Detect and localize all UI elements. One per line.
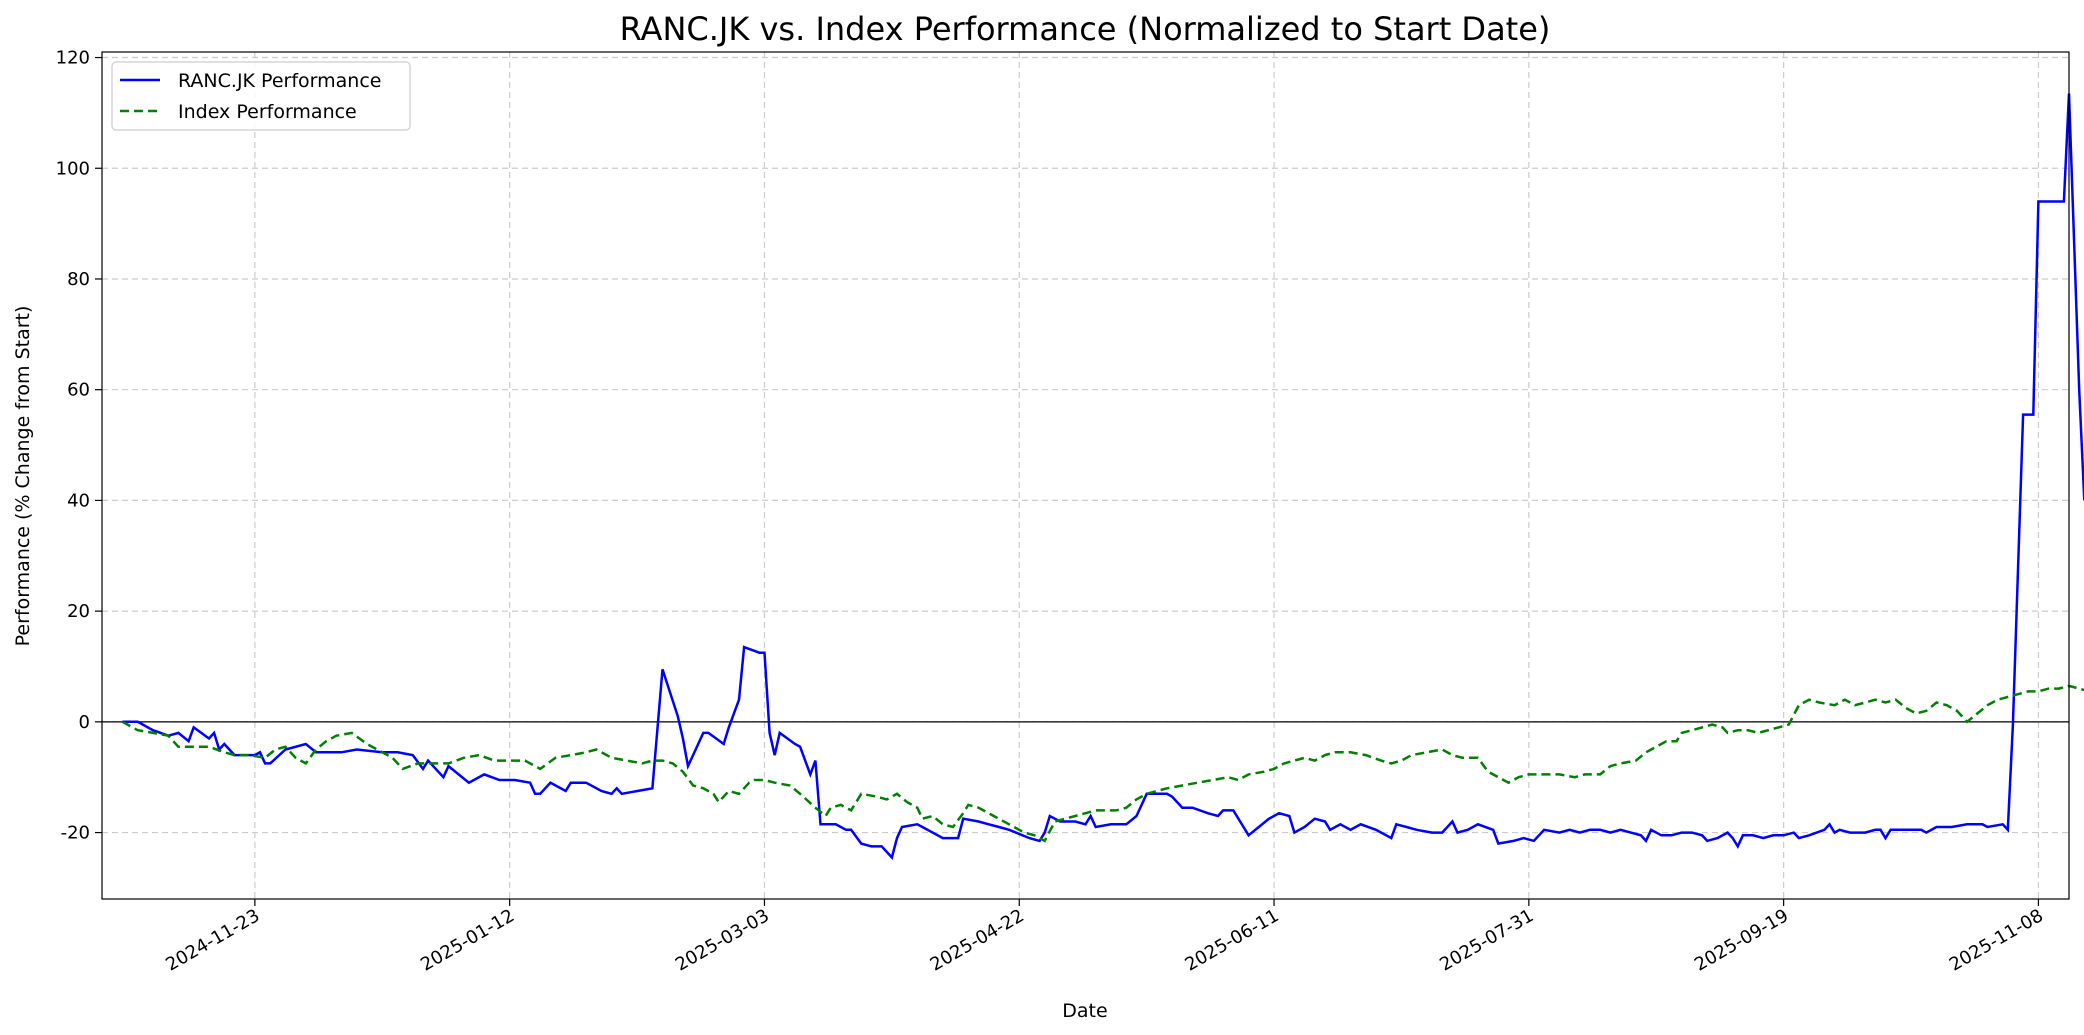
series-line-ranc <box>122 93 2084 861</box>
y-axis-ticks: -20 0 20 40 60 80 100 120 <box>56 48 102 844</box>
series-line-index <box>121 684 2084 843</box>
x-axis-label: Date <box>1062 1000 1107 1022</box>
y-axis-label: Performance (% Change from Start) <box>12 306 34 647</box>
series-lines <box>121 93 2084 861</box>
legend-label-ranc: RANC.JK Performance <box>178 70 381 92</box>
y-tick-label: 80 <box>67 269 90 290</box>
y-tick-label: 120 <box>56 48 90 69</box>
y-tick-label: 0 <box>79 712 90 733</box>
y-tick-label: 60 <box>67 380 90 401</box>
legend-box <box>111 61 411 131</box>
plot-area-frame <box>101 51 2070 900</box>
chart-title: RANC.JK vs. Index Performance (Normalize… <box>620 10 1551 48</box>
y-tick-label: 100 <box>56 158 90 179</box>
y-tick-label: 20 <box>67 601 90 622</box>
legend-label-index: Index Performance <box>178 101 357 123</box>
y-tick-label: 40 <box>67 490 90 511</box>
legend: RANC.JK Performance Index Performance <box>111 61 411 131</box>
y-tick-label: -20 <box>61 823 90 844</box>
